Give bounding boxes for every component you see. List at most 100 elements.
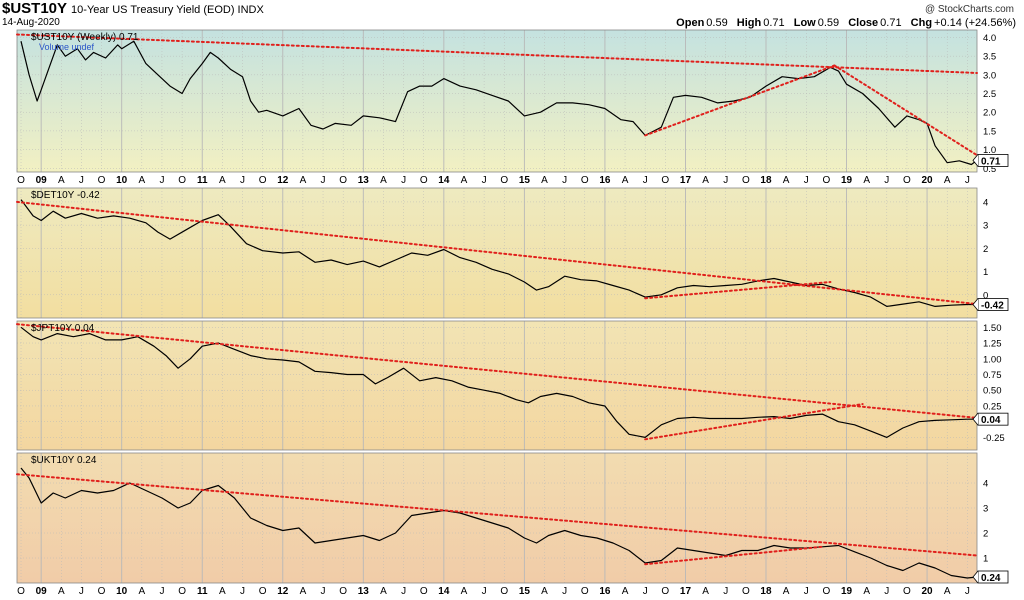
last-value-label: 0.04 — [981, 415, 1001, 426]
x-tick-label: A — [219, 586, 226, 597]
x-tick-label: 18 — [760, 586, 772, 597]
x-tick-label: O — [500, 175, 508, 186]
watermark: @ StockCharts.com — [924, 4, 1014, 15]
x-tick-label: A — [461, 586, 468, 597]
last-value-pointer — [972, 154, 979, 167]
y-tick-label: 0.5 — [983, 164, 996, 175]
low-label: Low — [793, 17, 816, 29]
x-tick-label: J — [240, 586, 245, 597]
x-tick-label: O — [742, 175, 750, 186]
x-tick-label: O — [420, 175, 428, 186]
quote-summary: Open 0.59 High 0.71 Low 0.59 Close 0.71 Chg +… — [670, 17, 1016, 29]
x-tick-label: O — [178, 175, 186, 186]
last-value-pointer — [972, 298, 979, 311]
ukt10y-panel-background — [17, 453, 977, 583]
y-tick-label: 1 — [983, 267, 988, 278]
y-tick-label: 2 — [983, 244, 988, 255]
x-tick-label: A — [380, 586, 387, 597]
last-value-pointer — [972, 570, 979, 584]
chart-header: $UST10Y 10-Year US Treasury Yield (EOD) I… — [0, 0, 1024, 30]
y-tick-label: 0.50 — [983, 386, 1002, 397]
x-tick-label: A — [783, 175, 790, 186]
x-tick-label: 19 — [841, 586, 853, 597]
x-tick-label: A — [58, 175, 65, 186]
y-tick-label: 4.0 — [983, 33, 996, 44]
x-tick-label: O — [339, 175, 347, 186]
x-tick-label: J — [401, 586, 406, 597]
x-tick-label: O — [581, 175, 589, 186]
x-tick-label: O — [581, 586, 589, 597]
x-tick-label: O — [259, 586, 267, 597]
x-tick-label: O — [178, 586, 186, 597]
x-tick-label: J — [401, 175, 406, 186]
y-tick-label: 1.00 — [983, 354, 1002, 365]
x-tick-label: 12 — [277, 175, 289, 186]
high-label: High — [736, 17, 762, 29]
y-tick-label: 0.25 — [983, 401, 1002, 412]
change-label: Chg — [910, 17, 933, 29]
x-tick-label: O — [742, 586, 750, 597]
x-tick-label: A — [541, 586, 548, 597]
y-tick-label: 2 — [983, 529, 988, 540]
x-tick-label: A — [541, 175, 548, 186]
y-tick-label: 2.0 — [983, 108, 996, 119]
x-tick-label: O — [339, 586, 347, 597]
trendline — [16, 33, 978, 74]
x-tick-label: J — [482, 175, 487, 186]
x-tick-label: 09 — [36, 586, 48, 597]
x-tick-label: O — [98, 586, 106, 597]
x-tick-label: J — [79, 175, 84, 186]
x-tick-label: O — [420, 586, 428, 597]
trendline — [644, 403, 864, 441]
jpt10y-panel-border — [16, 320, 978, 451]
x-tick-label: 13 — [358, 175, 370, 186]
x-tick-label: O — [823, 175, 831, 186]
x-tick-label: J — [965, 175, 970, 186]
ukt10y-panel-border — [16, 452, 978, 584]
x-tick-label: A — [863, 586, 870, 597]
low-value: 0.59 — [817, 17, 840, 29]
y-tick-label: 3.0 — [983, 70, 996, 81]
x-tick-label: 13 — [358, 586, 370, 597]
x-tick-label: 17 — [680, 175, 692, 186]
x-tick-label: O — [98, 175, 106, 186]
y-tick-label: 0 — [983, 290, 988, 301]
x-tick-label: A — [944, 586, 951, 597]
trendline — [644, 281, 832, 300]
x-tick-label: 16 — [599, 586, 611, 597]
x-tick-label: J — [562, 175, 567, 186]
last-value-label: -0.42 — [981, 301, 1004, 312]
y-tick-label: 4 — [983, 197, 988, 208]
jpt10y-panel-label: $JPT10Y 0.04 — [31, 323, 95, 334]
ukt10y-panel-label: $UKT10Y 0.24 — [31, 455, 97, 466]
x-tick-label: J — [804, 175, 809, 186]
x-tick-label: A — [300, 586, 307, 597]
x-tick-label: J — [562, 586, 567, 597]
last-value-pointer — [972, 412, 979, 426]
open-value: 0.59 — [706, 17, 728, 29]
x-tick-label: 11 — [197, 586, 208, 597]
last-value-label: 0.71 — [981, 156, 1001, 167]
x-tick-label: A — [863, 175, 870, 186]
chart-date: 14-Aug-2020 — [2, 17, 60, 28]
x-tick-label: A — [944, 175, 951, 186]
x-tick-label: 12 — [277, 586, 289, 597]
x-tick-label: A — [219, 175, 226, 186]
y-tick-label: 3 — [983, 504, 988, 515]
x-tick-label: J — [965, 586, 970, 597]
x-tick-label: O — [903, 175, 911, 186]
jpt10y-series-line — [20, 326, 977, 438]
ust10y-panel-label: $UST10Y (Weekly) 0.71 — [31, 32, 139, 43]
x-tick-label: J — [482, 586, 487, 597]
y-tick-label: 1.5 — [983, 126, 996, 137]
y-tick-label: 1.25 — [983, 339, 1002, 350]
x-tick-label: J — [723, 586, 728, 597]
x-tick-label: 15 — [519, 586, 531, 597]
x-tick-label: 18 — [760, 175, 772, 186]
det10y-series-line — [20, 199, 977, 307]
x-tick-label: A — [702, 175, 709, 186]
y-tick-label: 2.5 — [983, 89, 996, 100]
x-tick-label: J — [240, 175, 245, 186]
x-tick-label: 11 — [197, 175, 208, 186]
